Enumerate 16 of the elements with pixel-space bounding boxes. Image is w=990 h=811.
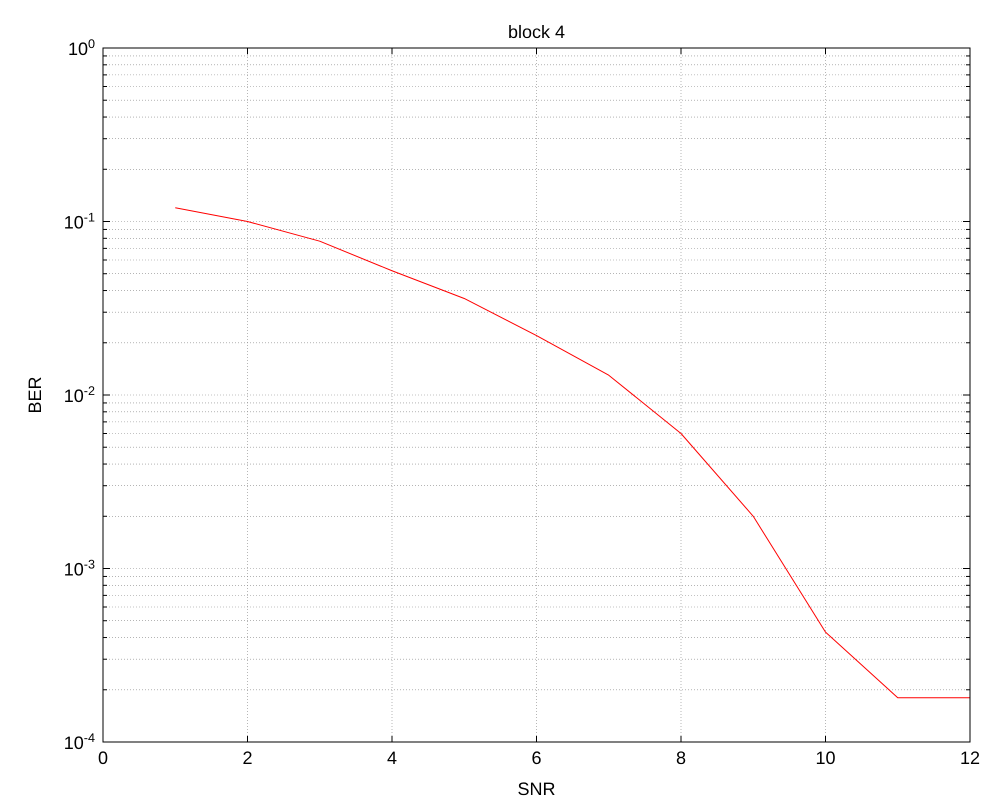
x-tick-label: 10 — [815, 748, 836, 768]
y-axis-title: BER — [25, 376, 45, 414]
x-tick-label: 12 — [960, 748, 980, 768]
y-tick-label: 10$^{0}$ — [68, 37, 95, 59]
x-axis-title: SNR — [517, 779, 556, 799]
chart-title: block 4 — [508, 22, 566, 42]
x-tick-label: 4 — [386, 748, 398, 768]
y-tick-label: 10$^{-1}$ — [64, 210, 95, 232]
line-series — [174, 207, 970, 698]
x-tick-label: 6 — [531, 748, 542, 768]
x-tick-label: 0 — [98, 748, 108, 768]
x-tick-label: 8 — [676, 748, 686, 768]
y-tick-label: 10$^{-2}$ — [64, 384, 95, 406]
x-tick-label: 2 — [242, 748, 253, 768]
y-tick-label: 10$^{-4}$ — [64, 731, 95, 753]
y-tick-label: 10$^{-3}$ — [64, 558, 95, 580]
